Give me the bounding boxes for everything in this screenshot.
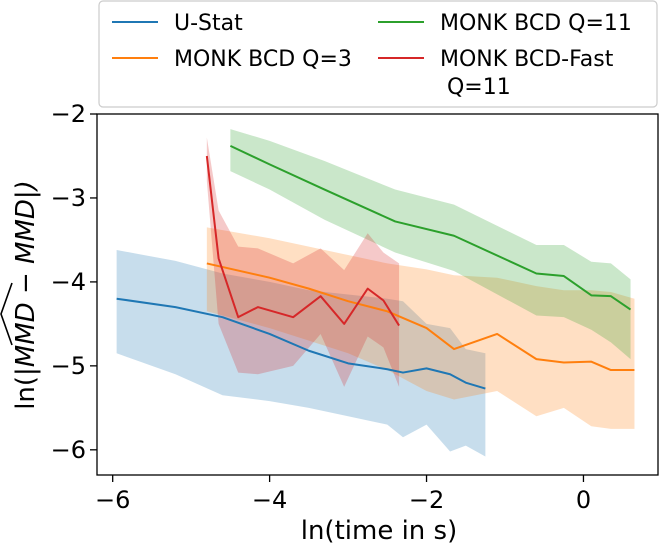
band-series-3 <box>230 129 631 360</box>
x-tick-label: −2 <box>409 486 444 514</box>
line-series-4 <box>205 155 400 327</box>
y-tick-label: −6 <box>51 436 86 464</box>
x-tick-label: 0 <box>576 486 591 514</box>
legend-label-series-3: MONK BCD Q=11 <box>440 11 632 36</box>
legend-label-series-1: U-Stat <box>174 11 243 36</box>
band-series-1 <box>116 250 486 457</box>
legend-label-series-4: MONK BCD-Fast Q=11 <box>440 47 614 100</box>
plot-area-frame <box>96 113 659 476</box>
y-tick-label: −4 <box>51 268 86 296</box>
line-series-3 <box>229 144 632 311</box>
legend-label-series-2: MONK BCD Q=3 <box>174 47 352 72</box>
legend: U-Stat MONK BCD Q=3 MONK BCD Q=11 MONK BCD-… <box>98 0 658 108</box>
y-axis-title-prefix: ln(| <box>11 367 41 410</box>
confidence-bands <box>116 129 635 457</box>
svg-text:ln(|MMD − MMD|): ln(|MMD − MMD|) <box>11 180 41 410</box>
band-series-4 <box>206 137 400 387</box>
y-axis-title: ln(|MMD − MMD|) <box>0 180 41 410</box>
x-tick-label: −4 <box>252 486 287 514</box>
x-axis-title: ln(time in s) <box>301 516 458 546</box>
y-tick-label: −3 <box>51 184 86 212</box>
series-lines <box>116 144 635 390</box>
x-tick-label: −6 <box>95 486 130 514</box>
y-axis-title-hat <box>0 282 13 346</box>
x-axis: −6 −4 −2 0 <box>95 475 591 514</box>
line-series-1 <box>116 297 486 390</box>
y-axis: −2 −3 −4 −5 −6 <box>51 100 97 464</box>
legend-box <box>98 0 658 108</box>
y-axis-title-suffix: − MMD|) <box>11 180 41 302</box>
y-tick-label: −2 <box>51 100 86 128</box>
line-series-2 <box>206 262 635 372</box>
y-axis-title-hat-term: MMD <box>11 302 41 367</box>
band-series-2 <box>206 227 635 429</box>
y-tick-label: −5 <box>51 352 86 380</box>
